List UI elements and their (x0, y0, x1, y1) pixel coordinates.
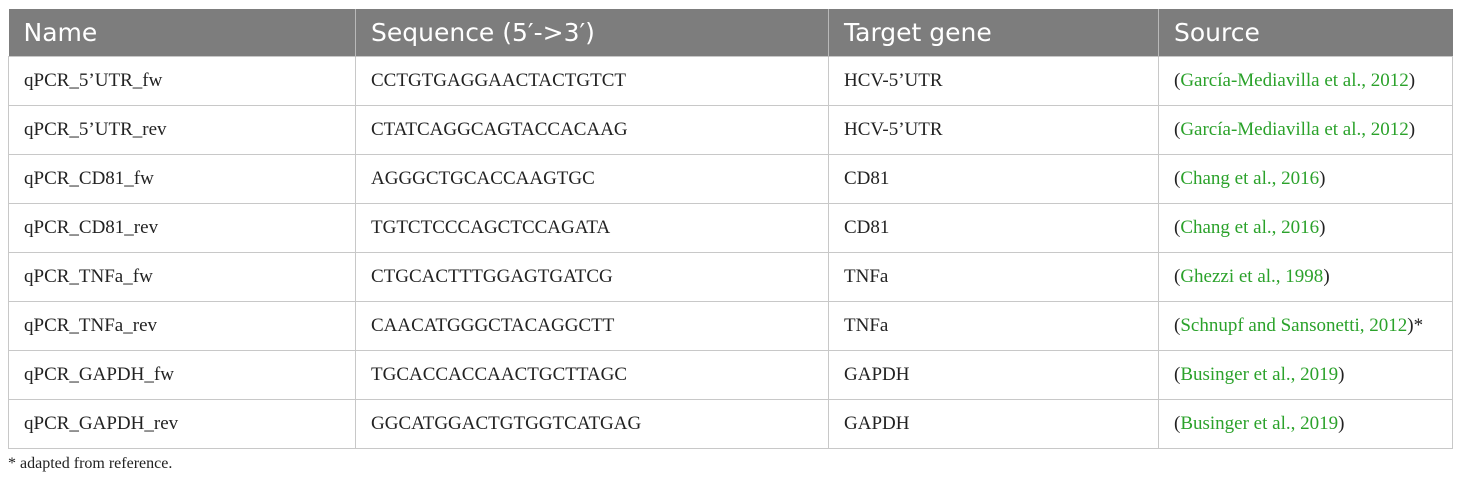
column-header-name: Name (8, 9, 356, 57)
table-row: qPCR_TNFa_fw CTGCACTTTGGAGTGATCG TNFa (G… (8, 252, 1453, 302)
source-open-paren: ( (1174, 315, 1181, 336)
cell-sequence: CCTGTGAGGAACTACTGTCT (355, 56, 829, 106)
cell-source: (Schnupf and Sansonetti, 2012)* (1158, 301, 1453, 351)
cell-target-gene: HCV-5’UTR (828, 105, 1159, 155)
table-row: qPCR_CD81_fw AGGGCTGCACCAAGTGC CD81 (Cha… (8, 154, 1453, 204)
cell-sequence: TGCACCACCAACTGCTTAGC (355, 350, 829, 400)
citation-link[interactable]: García-Mediavilla et al., 2012 (1180, 70, 1409, 91)
source-close-paren: ) (1319, 168, 1326, 189)
cell-sequence: TGTCTCCCAGCTCCAGATA (355, 203, 829, 253)
source-open-paren: ( (1174, 70, 1181, 91)
citation-link[interactable]: Businger et al., 2019 (1180, 364, 1339, 385)
citation-link[interactable]: Chang et al., 2016 (1180, 168, 1320, 189)
source-open-paren: ( (1174, 364, 1181, 385)
source-open-paren: ( (1174, 217, 1181, 238)
table-row: qPCR_GAPDH_rev GGCATGGACTGTGGTCATGAG GAP… (8, 399, 1453, 449)
cell-sequence: AGGGCTGCACCAAGTGC (355, 154, 829, 204)
cell-target-gene: CD81 (828, 203, 1159, 253)
cell-target-gene: HCV-5’UTR (828, 56, 1159, 106)
citation-link[interactable]: García-Mediavilla et al., 2012 (1180, 119, 1409, 140)
cell-source: (Ghezzi et al., 1998) (1158, 252, 1453, 302)
cell-target-gene: GAPDH (828, 350, 1159, 400)
cell-name: qPCR_5’UTR_rev (8, 105, 356, 155)
cell-source: (García-Mediavilla et al., 2012) (1158, 105, 1453, 155)
cell-name: qPCR_GAPDH_fw (8, 350, 356, 400)
citation-link[interactable]: Schnupf and Sansonetti, 2012 (1180, 315, 1408, 336)
cell-name: qPCR_GAPDH_rev (8, 399, 356, 449)
source-close-paren: ) (1323, 266, 1330, 287)
source-open-paren: ( (1174, 168, 1181, 189)
source-open-paren: ( (1174, 413, 1181, 434)
table-footnote: * adapted from reference. (8, 455, 173, 472)
citation-link[interactable]: Chang et al., 2016 (1180, 217, 1320, 238)
source-close-paren: )* (1407, 315, 1424, 336)
source-open-paren: ( (1174, 119, 1181, 140)
cell-target-gene: GAPDH (828, 399, 1159, 449)
source-close-paren: ) (1408, 119, 1416, 140)
table-row: qPCR_GAPDH_fw TGCACCACCAACTGCTTAGC GAPDH… (8, 350, 1453, 400)
citation-link[interactable]: Ghezzi et al., 1998 (1180, 266, 1324, 287)
cell-source: (Chang et al., 2016) (1158, 203, 1453, 253)
source-close-paren: ) (1319, 217, 1326, 238)
table-row: qPCR_5’UTR_fw CCTGTGAGGAACTACTGTCT HCV-5… (8, 56, 1453, 106)
header-row: Name Sequence (5′->3′) Target gene Sourc… (8, 9, 1453, 57)
table-row: qPCR_CD81_rev TGTCTCCCAGCTCCAGATA CD81 (… (8, 203, 1453, 253)
source-close-paren: ) (1408, 70, 1416, 91)
cell-source: (Businger et al., 2019) (1158, 399, 1453, 449)
cell-target-gene: TNFa (828, 252, 1159, 302)
cell-target-gene: TNFa (828, 301, 1159, 351)
table-row: qPCR_5’UTR_rev CTATCAGGCAGTACCACAAG HCV-… (8, 105, 1453, 155)
citation-link[interactable]: Businger et al., 2019 (1180, 413, 1339, 434)
cell-target-gene: CD81 (828, 154, 1159, 204)
source-close-paren: ) (1338, 413, 1345, 434)
cell-name: qPCR_CD81_fw (8, 154, 356, 204)
cell-source: (Businger et al., 2019) (1158, 350, 1453, 400)
cell-source: (García-Mediavilla et al., 2012) (1158, 56, 1453, 106)
table-body: qPCR_5’UTR_fw CCTGTGAGGAACTACTGTCT HCV-5… (8, 56, 1453, 449)
primer-table: Name Sequence (5′->3′) Target gene Sourc… (8, 9, 1453, 449)
cell-sequence: CAACATGGGCTACAGGCTT (355, 301, 829, 351)
cell-source: (Chang et al., 2016) (1158, 154, 1453, 204)
column-header-source: Source (1158, 9, 1453, 57)
primer-table-container: Name Sequence (5′->3′) Target gene Sourc… (8, 9, 1453, 449)
column-header-target-gene: Target gene (828, 9, 1159, 57)
cell-sequence: CTGCACTTTGGAGTGATCG (355, 252, 829, 302)
cell-name: qPCR_CD81_rev (8, 203, 356, 253)
table-row: qPCR_TNFa_rev CAACATGGGCTACAGGCTT TNFa (… (8, 301, 1453, 351)
source-close-paren: ) (1338, 364, 1345, 385)
source-open-paren: ( (1174, 266, 1181, 287)
table-header: Name Sequence (5′->3′) Target gene Sourc… (8, 9, 1453, 57)
cell-sequence: CTATCAGGCAGTACCACAAG (355, 105, 829, 155)
cell-name: qPCR_TNFa_rev (8, 301, 356, 351)
column-header-sequence: Sequence (5′->3′) (355, 9, 829, 57)
cell-name: qPCR_5’UTR_fw (8, 56, 356, 106)
cell-sequence: GGCATGGACTGTGGTCATGAG (355, 399, 829, 449)
cell-name: qPCR_TNFa_fw (8, 252, 356, 302)
